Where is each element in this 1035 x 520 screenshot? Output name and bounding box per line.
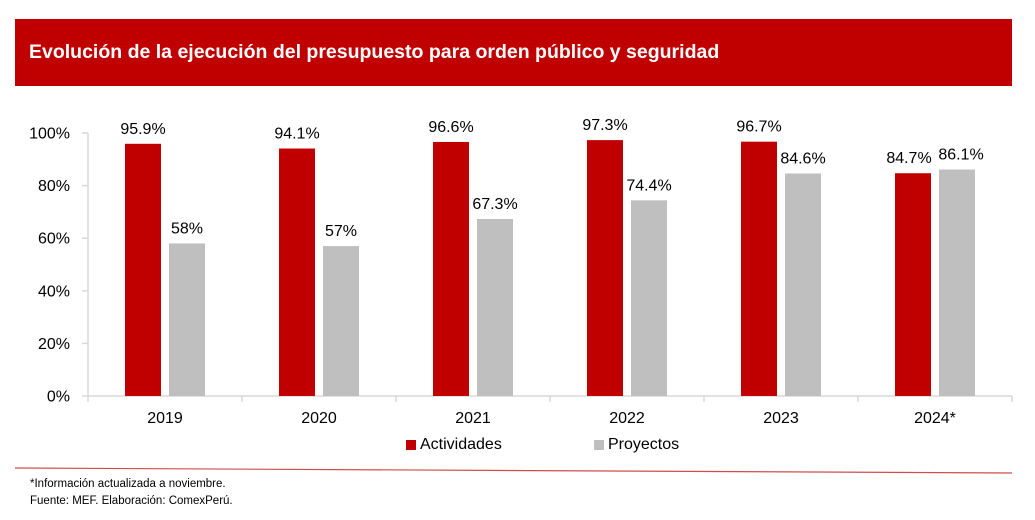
y-tick-label: 80% xyxy=(38,178,70,195)
bar-proyectos xyxy=(631,200,667,396)
legend-swatch-proyectos xyxy=(594,440,604,450)
data-label-actividades: 97.3% xyxy=(582,117,627,134)
bar-actividades xyxy=(741,141,777,396)
data-label-actividades: 84.7% xyxy=(886,150,931,167)
data-label-actividades: 95.9% xyxy=(120,121,165,138)
chart-title: Evolución de la ejecución del presupuest… xyxy=(29,41,720,63)
bar-proyectos xyxy=(939,169,975,396)
bar-proyectos xyxy=(323,246,359,396)
bar-proyectos xyxy=(785,173,821,396)
data-label-proyectos: 74.4% xyxy=(626,177,671,194)
data-label-proyectos: 86.1% xyxy=(938,147,983,164)
legend-swatch-actividades xyxy=(406,440,416,450)
data-label-proyectos: 57% xyxy=(325,223,357,240)
y-tick-label: 40% xyxy=(38,283,70,300)
x-tick-label: 2023 xyxy=(763,410,799,427)
bar-proyectos xyxy=(169,243,205,396)
data-label-proyectos: 67.3% xyxy=(472,196,517,213)
bar-chart: 0% 20% 40% 60% 80% 100% 2019 95.9% 58% 2020 94.1% 5… xyxy=(29,117,1013,427)
data-label-actividades: 96.6% xyxy=(428,119,473,136)
y-tick-label: 60% xyxy=(38,231,70,248)
data-label-proyectos: 58% xyxy=(171,220,203,237)
source-note: Fuente: MEF. Elaboración: ComexPerú. xyxy=(30,495,233,507)
y-tick-label: 100% xyxy=(29,126,70,143)
bar-actividades xyxy=(125,143,161,396)
data-label-proyectos: 84.6% xyxy=(780,151,825,168)
legend-label-proyectos: Proyectos xyxy=(608,436,680,453)
legend-item-actividades: Actividades xyxy=(406,436,502,454)
y-tick-label: 0% xyxy=(47,389,70,406)
bar-proyectos xyxy=(477,219,513,396)
chart-header: Evolución de la ejecución del presupuest… xyxy=(15,19,1012,86)
x-tick-label: 2024* xyxy=(914,410,956,427)
x-tick-label: 2019 xyxy=(147,410,183,427)
bar-actividades xyxy=(433,141,469,396)
x-tick-label: 2020 xyxy=(301,410,337,427)
x-tick-label: 2022 xyxy=(609,410,645,427)
data-label-actividades: 94.1% xyxy=(274,126,319,143)
bar-actividades xyxy=(279,148,315,396)
bar-actividades xyxy=(587,140,623,396)
legend-item-proyectos: Proyectos xyxy=(594,436,679,454)
data-label-actividades: 96.7% xyxy=(736,119,781,136)
bar-actividades xyxy=(895,173,931,396)
y-tick-label: 20% xyxy=(38,336,70,353)
x-tick-label: 2021 xyxy=(455,410,491,427)
legend-label-actividades: Actividades xyxy=(420,436,502,453)
footer-separator xyxy=(15,467,1012,474)
footnote: *Información actualizada a noviembre. xyxy=(30,478,226,490)
legend: Actividades Proyectos xyxy=(0,436,1035,458)
